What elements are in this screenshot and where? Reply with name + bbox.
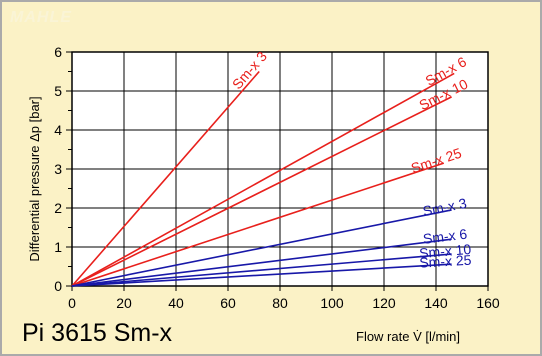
- y-axis-title: Differential pressure Δp [bar]: [27, 96, 42, 261]
- series-line: [71, 238, 452, 287]
- x-tick-label: 20: [116, 295, 132, 311]
- y-tick-label: 4: [54, 122, 62, 138]
- series-label: Sm-x 10: [419, 241, 472, 261]
- series-label: Sm-x 6: [422, 226, 468, 247]
- x-tick-label: 140: [424, 295, 448, 311]
- series-line: [71, 162, 445, 287]
- x-tick-label: 160: [476, 295, 500, 311]
- series-line: [71, 72, 455, 287]
- x-tick-label: 100: [320, 295, 344, 311]
- x-tick-label: 40: [168, 295, 184, 311]
- brand-logo: MAHLE: [10, 9, 72, 26]
- x-tick-label: 0: [68, 295, 76, 311]
- y-tick-label: 5: [54, 83, 62, 99]
- series-line: [71, 209, 452, 287]
- x-axis-title: Flow rate V̇ [l/min]: [356, 329, 461, 344]
- x-tick-label: 120: [372, 295, 396, 311]
- plot-frame: [71, 51, 489, 287]
- x-tick-label: 60: [220, 295, 236, 311]
- y-tick-label: 0: [54, 278, 62, 294]
- series-line: [71, 263, 452, 287]
- series-label: Sm-x 25: [419, 252, 472, 271]
- series-line: [71, 96, 452, 287]
- y-tick-label: 6: [54, 44, 62, 60]
- y-tick-label: 3: [54, 161, 62, 177]
- x-tick-label: 80: [272, 295, 288, 311]
- series-line: [71, 253, 452, 287]
- series-line: [71, 70, 260, 287]
- y-tick-label: 2: [54, 200, 62, 216]
- y-tick-label: 1: [54, 239, 62, 255]
- model-label: Pi 3615 Sm-x: [22, 319, 173, 347]
